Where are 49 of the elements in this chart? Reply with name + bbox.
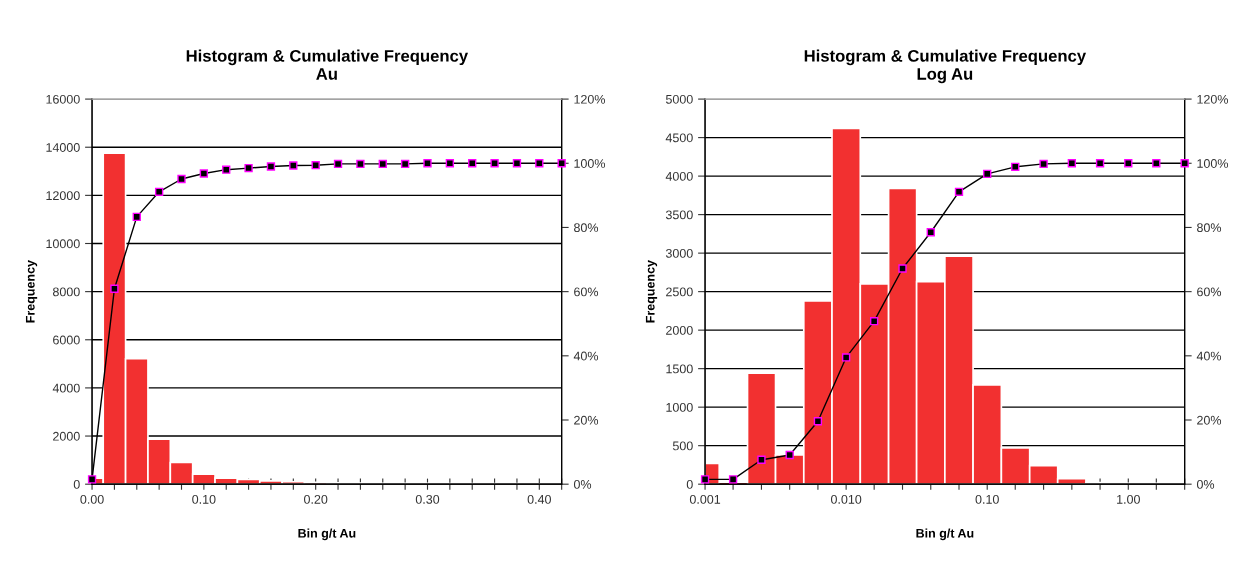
y2-tick-label: 100%: [574, 159, 606, 168]
x-tick-label: 0.20: [304, 494, 328, 504]
y2-tick-label: 60%: [1197, 287, 1222, 297]
y-tick-label: 2000: [666, 325, 693, 335]
x-tick-label: 0.00: [80, 494, 104, 504]
y-tick-label: 2000: [53, 431, 80, 441]
y2-tick-label: 120%: [574, 94, 606, 104]
y-tick-label: 4000: [665, 171, 693, 181]
y2-tick-label: 40%: [573, 351, 599, 361]
y-tick-label: 1500: [666, 364, 693, 374]
y-tick-label: 10000: [46, 239, 80, 249]
y-tick-label: 0: [686, 479, 693, 489]
y-tick-label: 0: [73, 479, 80, 489]
chart-title: Histogram & Cumulative Frequency Log Au: [804, 49, 1087, 84]
x-tick-label: 0.40: [527, 494, 551, 504]
x-axis-title: Bin g/t Au: [298, 528, 356, 541]
y-tick-label: 2500: [666, 287, 693, 297]
y2-tick-label: 0%: [573, 479, 592, 489]
y-tick-label: 4000: [52, 383, 80, 393]
y-tick-label: 500: [672, 441, 693, 451]
y2-tick-label: 80%: [1197, 223, 1222, 233]
y-tick-label: 12000: [46, 191, 80, 201]
x-tick-label: 0.10: [192, 494, 216, 504]
y2-tick-label: 40%: [1196, 351, 1222, 361]
x-axis-title: Bin g/t Au: [916, 528, 974, 541]
y-tick-label: 16000: [46, 94, 80, 104]
y-axis-title: Frequency: [25, 260, 38, 323]
y2-tick-label: 120%: [1197, 94, 1229, 104]
x-tick-label: 0.001: [689, 494, 721, 504]
y2-tick-label: 20%: [574, 415, 599, 425]
y-tick-label: 3500: [665, 210, 693, 220]
x-tick-label: 0.10: [975, 494, 999, 504]
y2-tick-label: 80%: [574, 223, 599, 233]
y-tick-label: 6000: [53, 335, 80, 345]
y-tick-label: 5000: [665, 94, 693, 104]
y-tick-label: 1000: [666, 402, 693, 412]
y-tick-label: 14000: [46, 143, 80, 152]
chart-title: Histogram & Cumulative Frequency Au: [186, 49, 469, 80]
y-tick-label: 3000: [665, 248, 693, 258]
y-tick-label: 4500: [665, 133, 693, 143]
x-tick-label: 0.010: [830, 494, 862, 504]
y-axis-title: Frequency: [645, 260, 658, 323]
y2-tick-label: 100%: [1197, 159, 1229, 168]
y2-tick-label: 60%: [574, 287, 599, 297]
x-tick-label: 0.30: [415, 494, 440, 504]
x-tick-label: 1.00: [1117, 494, 1140, 504]
y2-tick-label: 0%: [1196, 479, 1215, 489]
y-tick-label: 8000: [52, 287, 80, 297]
y2-tick-label: 20%: [1197, 415, 1222, 425]
